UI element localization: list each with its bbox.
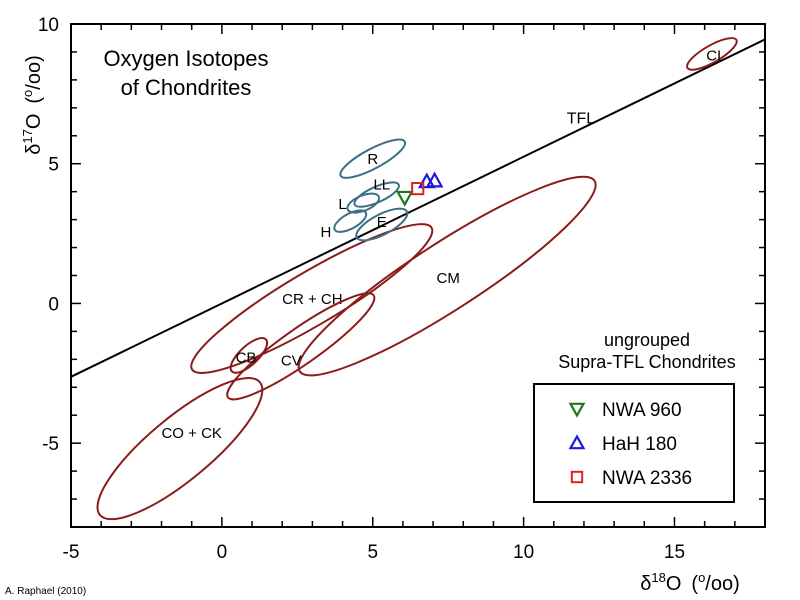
x-tick-label: -5 [63,542,80,563]
field-label: CB [236,350,257,367]
plot-frame [70,23,766,528]
field-label: LL [373,176,390,193]
field-label: CR + CH [282,291,342,308]
field-ellipse-cv [226,292,376,401]
legend-label: NWA 960 [602,400,682,421]
point-nwa-2336 [411,181,425,196]
x-label-main: O [666,573,682,595]
y-label-sup: 17 [20,129,35,143]
field-ellipse-cb [229,337,269,374]
legend-title-1: ungrouped [604,330,690,350]
point-hah-180 [425,171,444,188]
field-label: E [377,214,387,231]
field-ellipse-ci [686,37,738,71]
credit-text: A. Raphael (2010) [5,586,86,597]
tfl-line [71,38,765,378]
y-label-main: O [23,114,45,130]
field-ellipse-r [339,138,407,179]
y-label-unit-open: ( [23,97,45,104]
tick-labels: -5 0 5 10 15 -5 0 5 10 [38,15,685,563]
legend-items: NWA 960 HaH 180 NWA 2336 [568,400,692,489]
field-ellipse-h [333,209,368,233]
field-ellipse-cm [297,175,597,377]
field-ellipse-ll [353,181,400,208]
x-label-unit-close: ) [733,573,740,595]
field-ellipse-cr-ch [190,223,434,374]
y-label-unit-close: ) [23,55,45,62]
field-label: R [367,151,378,168]
legend-marker-hah-180 [568,434,586,450]
field-label: CV [281,352,302,369]
field-label: CO + CK [161,425,221,442]
chart-title: Oxygen Isotopes of Chondrites [103,46,268,100]
x-label-unit-sub: /oo [705,573,733,595]
y-tick-label: 10 [38,15,59,36]
title-line-2: of Chondrites [121,75,252,100]
y-tick-label: -5 [42,434,59,455]
x-tick-label: 10 [513,542,534,563]
y-label-unit-sub: /oo [23,62,45,90]
x-label-unit-open: ( [691,573,698,595]
legend-title-2: Supra-TFL Chondrites [558,352,735,372]
field-ellipse-e [355,207,409,242]
y-axis-label: δ17O (o/oo) [20,55,45,155]
x-label-unit-sup: o [698,570,705,585]
x-tick-label: 15 [664,542,685,563]
field-ellipse-co-ck [96,377,264,521]
x-label-delta: δ [640,573,651,595]
legend-marker-nwa-2336 [570,470,584,484]
legend: ungrouped Supra-TFL Chondrites NWA 960 Ha… [533,330,736,503]
y-label-delta: δ [23,144,45,155]
x-axis-label: δ18O (o/oo) [640,570,740,595]
field-label: CI [706,48,721,65]
y-label-unit-sup: o [20,90,35,97]
x-tick-label: 5 [367,542,378,563]
field-label: H [321,224,332,241]
y-tick-label: 5 [48,155,59,176]
x-label-sup: 18 [651,570,665,585]
field-label: L [338,196,346,213]
point-nwa-960 [395,190,414,207]
legend-label: HaH 180 [602,434,677,455]
y-tick-label: 0 [48,294,59,315]
legend-label: NWA 2336 [602,468,692,489]
legend-marker-nwa-960 [568,402,586,418]
x-tick-label: 0 [217,542,228,563]
legend-box [533,383,735,503]
title-line-1: Oxygen Isotopes [103,46,268,71]
tfl-label: TFL [567,111,596,128]
field-ellipse-l [346,192,381,214]
field-label: CM [437,270,460,287]
